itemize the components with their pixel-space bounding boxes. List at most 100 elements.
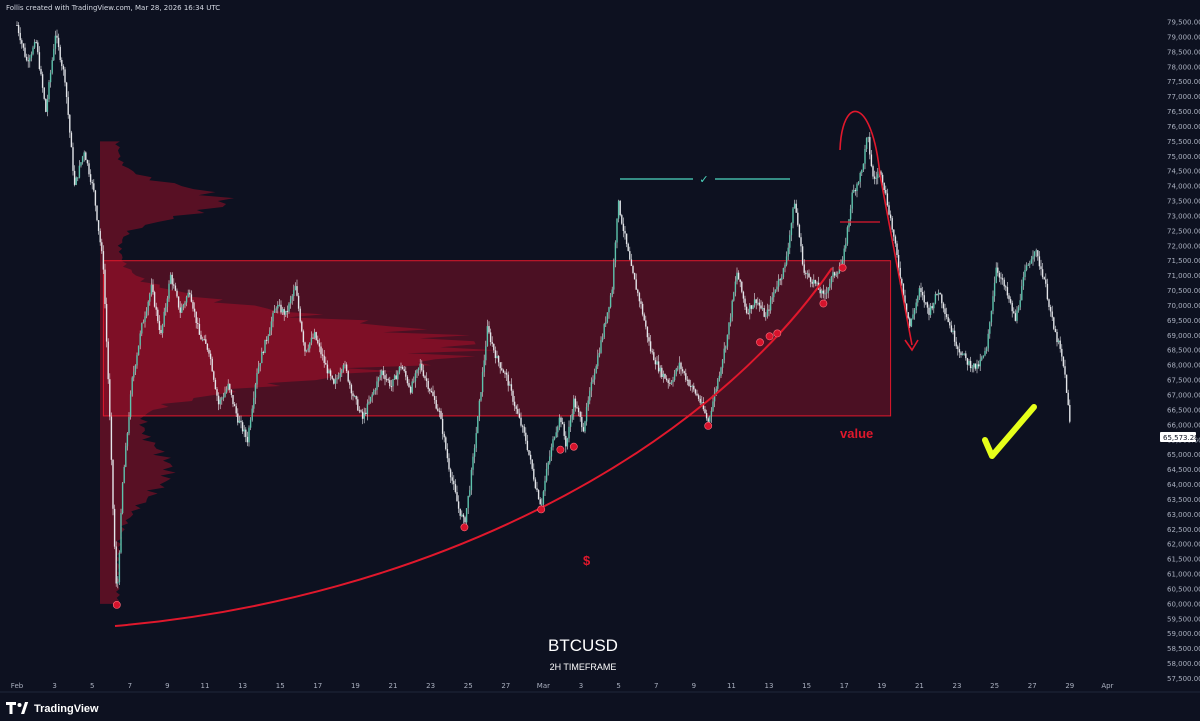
candle-body xyxy=(46,99,49,112)
y-tick-label: 79,500.00 xyxy=(1167,19,1200,27)
candle-body xyxy=(392,379,394,387)
candle-body xyxy=(128,417,130,434)
candle-body xyxy=(765,315,767,317)
candle-body xyxy=(429,388,431,391)
tradingview-logo-icon[interactable] xyxy=(6,702,29,714)
candle-body xyxy=(833,272,836,276)
candle-body xyxy=(1045,279,1047,284)
candle-body xyxy=(512,390,514,402)
y-tick-label: 78,000.00 xyxy=(1167,63,1200,71)
candle-body xyxy=(123,466,125,484)
candle-body xyxy=(760,305,762,309)
candle-body xyxy=(776,286,778,290)
y-tick-label: 68,500.00 xyxy=(1167,347,1200,355)
x-tick-label: 29 xyxy=(1065,682,1074,690)
candle-body xyxy=(846,227,849,244)
candle-body xyxy=(870,154,873,167)
candle-body xyxy=(30,54,33,58)
candle-body xyxy=(541,503,543,505)
annotations: ✓ xyxy=(112,110,1037,627)
candle-body xyxy=(435,400,437,409)
candle-body xyxy=(824,293,826,295)
candle-body xyxy=(365,412,367,414)
candle-body xyxy=(505,372,508,375)
candle-body xyxy=(117,581,119,584)
candle-body xyxy=(942,303,945,309)
candle-body xyxy=(713,392,716,402)
candle-body xyxy=(936,294,938,296)
last-price-label: 65,573.28 xyxy=(1163,434,1199,442)
candle-body xyxy=(1029,263,1031,265)
candle-body xyxy=(689,385,692,387)
x-tick-label: 9 xyxy=(692,682,696,690)
time-axis[interactable]: Feb 3 5 7 9 11 13 15 17 19 21 23 25 27 Mar 3 5 7 9 11 13 15 17… xyxy=(11,682,1114,690)
candle-body xyxy=(134,365,137,372)
candle-body xyxy=(806,273,809,275)
candle-body xyxy=(771,297,773,300)
candle-body xyxy=(574,398,577,408)
candle-body xyxy=(440,411,442,419)
price-axis[interactable]: 79,500.00 79,000.00 78,500.00 78,000.00 77,5… xyxy=(1167,19,1200,684)
candle-body xyxy=(408,383,410,387)
candle-body xyxy=(185,297,188,303)
candle-body xyxy=(1049,307,1052,312)
candle-body xyxy=(275,308,277,310)
candle-body xyxy=(73,170,76,185)
candle-body xyxy=(667,380,669,383)
candle-body xyxy=(654,360,657,365)
candle-body xyxy=(709,416,711,422)
candle-body xyxy=(472,456,474,470)
candle-body xyxy=(326,364,329,374)
candle-body xyxy=(16,25,18,26)
candle-body xyxy=(752,305,754,309)
candle-body xyxy=(411,381,413,393)
candle-body xyxy=(197,323,199,324)
candle-body xyxy=(832,272,834,277)
candle-body xyxy=(638,292,641,302)
candle-body xyxy=(1040,266,1042,270)
candle-body xyxy=(665,378,668,381)
candle-body xyxy=(25,56,28,61)
candle-body xyxy=(912,314,914,319)
candle-body xyxy=(253,397,255,409)
candle-body xyxy=(459,508,461,516)
candle-body xyxy=(1009,299,1012,303)
candle-body xyxy=(65,82,68,97)
candle-body xyxy=(305,350,308,352)
candle-body xyxy=(595,366,597,374)
candle-body xyxy=(835,274,837,276)
candle-body xyxy=(150,284,153,295)
candle-body xyxy=(1061,348,1063,357)
header-credit: Follis created with TradingView.com, Mar… xyxy=(6,4,220,12)
candle-body xyxy=(905,303,908,313)
candle-body xyxy=(438,410,441,412)
candle-body xyxy=(917,296,919,303)
candle-body xyxy=(813,279,815,284)
swing-low-dot xyxy=(112,601,121,609)
x-tick-label: 19 xyxy=(351,682,360,690)
candle-body xyxy=(131,377,133,395)
candle-body xyxy=(822,290,825,294)
candle-body xyxy=(646,326,649,338)
candle-body xyxy=(601,337,604,341)
candle-body xyxy=(78,165,81,178)
candle-body xyxy=(294,286,297,291)
candle-body xyxy=(83,152,85,157)
candle-body xyxy=(328,370,330,374)
candle-body xyxy=(777,279,780,287)
candle-body xyxy=(54,35,57,49)
candle-body xyxy=(280,304,282,313)
candle-body xyxy=(22,43,25,48)
y-tick-label: 67,500.00 xyxy=(1167,377,1200,385)
candle-body xyxy=(781,277,783,280)
y-tick-label: 73,000.00 xyxy=(1167,213,1200,221)
candle-body xyxy=(425,378,428,381)
candle-body xyxy=(1024,270,1026,277)
candle-body xyxy=(225,389,228,393)
candle-body xyxy=(963,353,965,355)
candle-body xyxy=(734,281,737,293)
candle-body xyxy=(1033,251,1036,257)
candle-body xyxy=(513,401,516,407)
candle-body xyxy=(486,326,489,347)
